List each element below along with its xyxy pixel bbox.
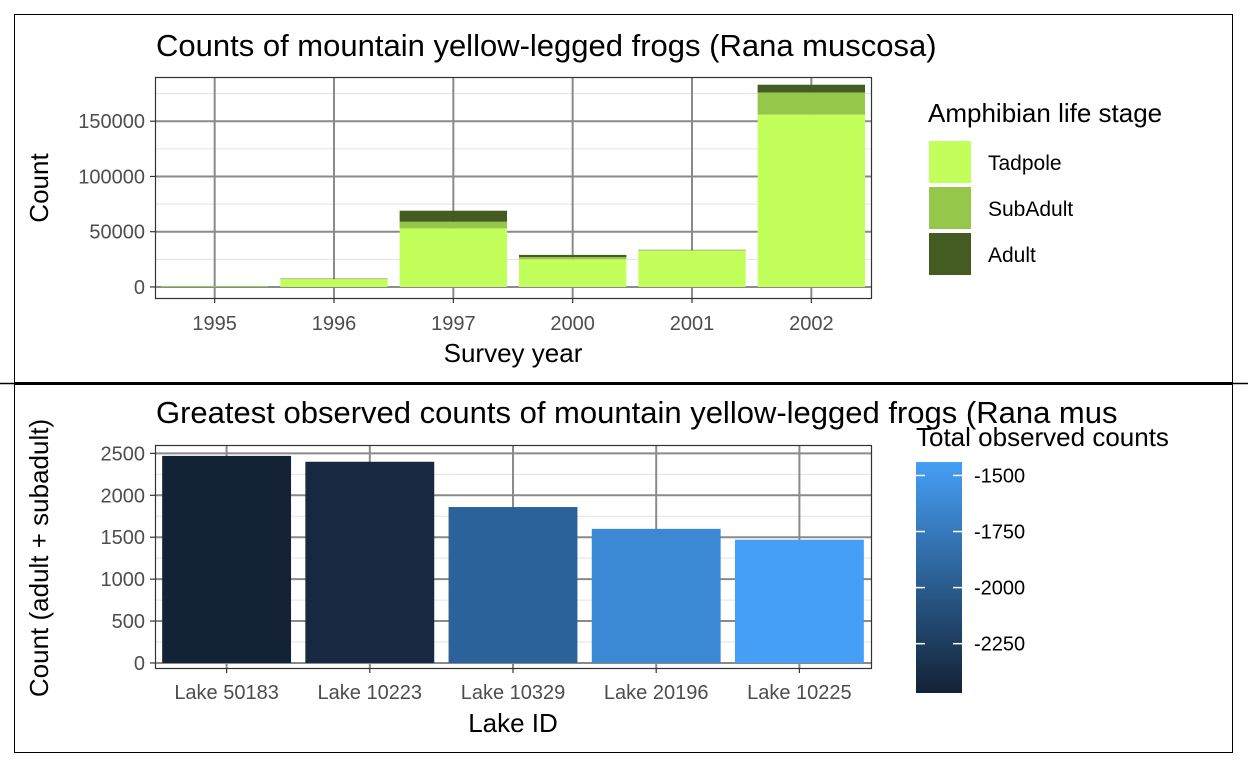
top-x-tick-label: 1996: [312, 313, 357, 335]
bottom-bar-lake-10329: [448, 507, 578, 663]
bottom-colorbar-title: Total observed counts: [916, 422, 1169, 452]
top-bar-tadpole-1997: [399, 228, 508, 287]
top-bar-subadult-1997: [399, 221, 508, 229]
top-chart-title: Counts of mountain yellow-legged frogs (…: [156, 28, 937, 63]
bottom-bar-lake-10223: [305, 461, 435, 663]
bottom-colorbar-bar: [916, 462, 962, 693]
bottom-colorbar-tick-label: -1500: [974, 465, 1025, 487]
top-chart-bars: [160, 84, 866, 287]
top-legend-key-adult: [929, 233, 971, 275]
top-y-axis-label: Count: [24, 153, 54, 223]
top-bar-adult-1997: [399, 210, 508, 222]
bottom-y-tick-label: 2000: [101, 485, 146, 507]
top-y-tick-label: 50000: [89, 222, 145, 244]
bottom-y-tick-label: 1000: [101, 569, 146, 591]
bottom-chart-title: Greatest observed counts of mountain yel…: [156, 395, 1118, 430]
top-bar-adult-2000: [518, 254, 627, 258]
top-legend: Amphibian life stage Tadpole SubAdult Adul…: [928, 98, 1162, 275]
bottom-x-tick-label: Lake 10225: [747, 682, 852, 704]
top-plot-border: [154, 76, 873, 300]
top-bar-tadpole-2002: [757, 114, 866, 287]
top-x-tick-label: 2001: [670, 313, 715, 335]
top-bar-tadpole-2001: [638, 250, 746, 287]
bottom-x-tick-label: Lake 10223: [318, 682, 423, 704]
bottom-chart-bars: [162, 455, 864, 663]
top-chart: Counts of mountain yellow-legged frogs (…: [24, 28, 1162, 368]
bottom-figure-frame: [14, 384, 1233, 753]
bottom-x-tick-label: Lake 20196: [604, 682, 709, 704]
top-x-tick-label: 1995: [192, 313, 237, 335]
top-bar-tadpole-1995: [160, 286, 269, 287]
bottom-bar-lake-10225: [734, 539, 864, 663]
bottom-x-tick-label: Lake 50183: [174, 682, 279, 704]
top-bar-subadult-2002: [757, 92, 866, 115]
bottom-chart: Greatest observed counts of mountain yel…: [24, 395, 1169, 738]
bottom-x-tick-label: Lake 10329: [461, 682, 566, 704]
bottom-colorbar-tick-label: -1750: [974, 522, 1025, 544]
top-bar-tadpole-1996: [280, 279, 388, 287]
top-figure-frame: [14, 14, 1233, 383]
top-legend-title: Amphibian life stage: [928, 98, 1162, 128]
top-x-tick-label: 1997: [431, 313, 476, 335]
top-bar-subadult-2000: [518, 257, 627, 260]
top-legend-label-tadpole: Tadpole: [988, 152, 1062, 175]
top-legend-key-subadult: [929, 187, 971, 229]
top-bar-tadpole-2000: [518, 259, 627, 287]
bottom-x-axis-label: Lake ID: [468, 708, 558, 738]
top-bar-adult-2002: [757, 84, 866, 93]
top-legend-label-subadult: SubAdult: [988, 198, 1073, 221]
top-y-tick-label: 0: [134, 277, 145, 299]
bottom-y-tick-label: 0: [134, 653, 145, 675]
top-x-tick-label: 2002: [789, 313, 834, 335]
bottom-colorbar-tick-label: -2250: [974, 634, 1025, 656]
bottom-colorbar-tick-label: -2000: [974, 578, 1025, 600]
bottom-y-tick-label: 500: [112, 611, 145, 633]
bottom-colorbar: Total observed counts -1500 -1750 -2000 -22…: [916, 422, 1169, 693]
top-y-tick-label: 100000: [78, 166, 145, 188]
bottom-y-axis-label: Count (adult + subadult): [24, 419, 54, 697]
top-x-axis-label: Survey year: [444, 338, 583, 368]
top-legend-key-tadpole: [929, 141, 971, 183]
top-x-axis: 1995 1996 1997 2000 2001 2002: [192, 298, 834, 335]
top-y-axis: 0 50000 100000 150000: [78, 111, 155, 299]
bottom-y-tick-label: 1500: [101, 527, 146, 549]
bottom-x-axis: Lake 50183 Lake 10223 Lake 10329 Lake 20196…: [174, 668, 852, 704]
bottom-y-tick-label: 2500: [101, 443, 146, 465]
top-legend-label-adult: Adult: [988, 244, 1036, 267]
top-x-tick-label: 2000: [550, 313, 595, 335]
bottom-y-axis: 0 500 1000 1500 2000 2500: [101, 443, 155, 675]
bottom-bar-lake-50183: [162, 455, 292, 663]
bottom-bar-lake-20196: [591, 528, 721, 663]
top-y-tick-label: 150000: [78, 111, 145, 133]
